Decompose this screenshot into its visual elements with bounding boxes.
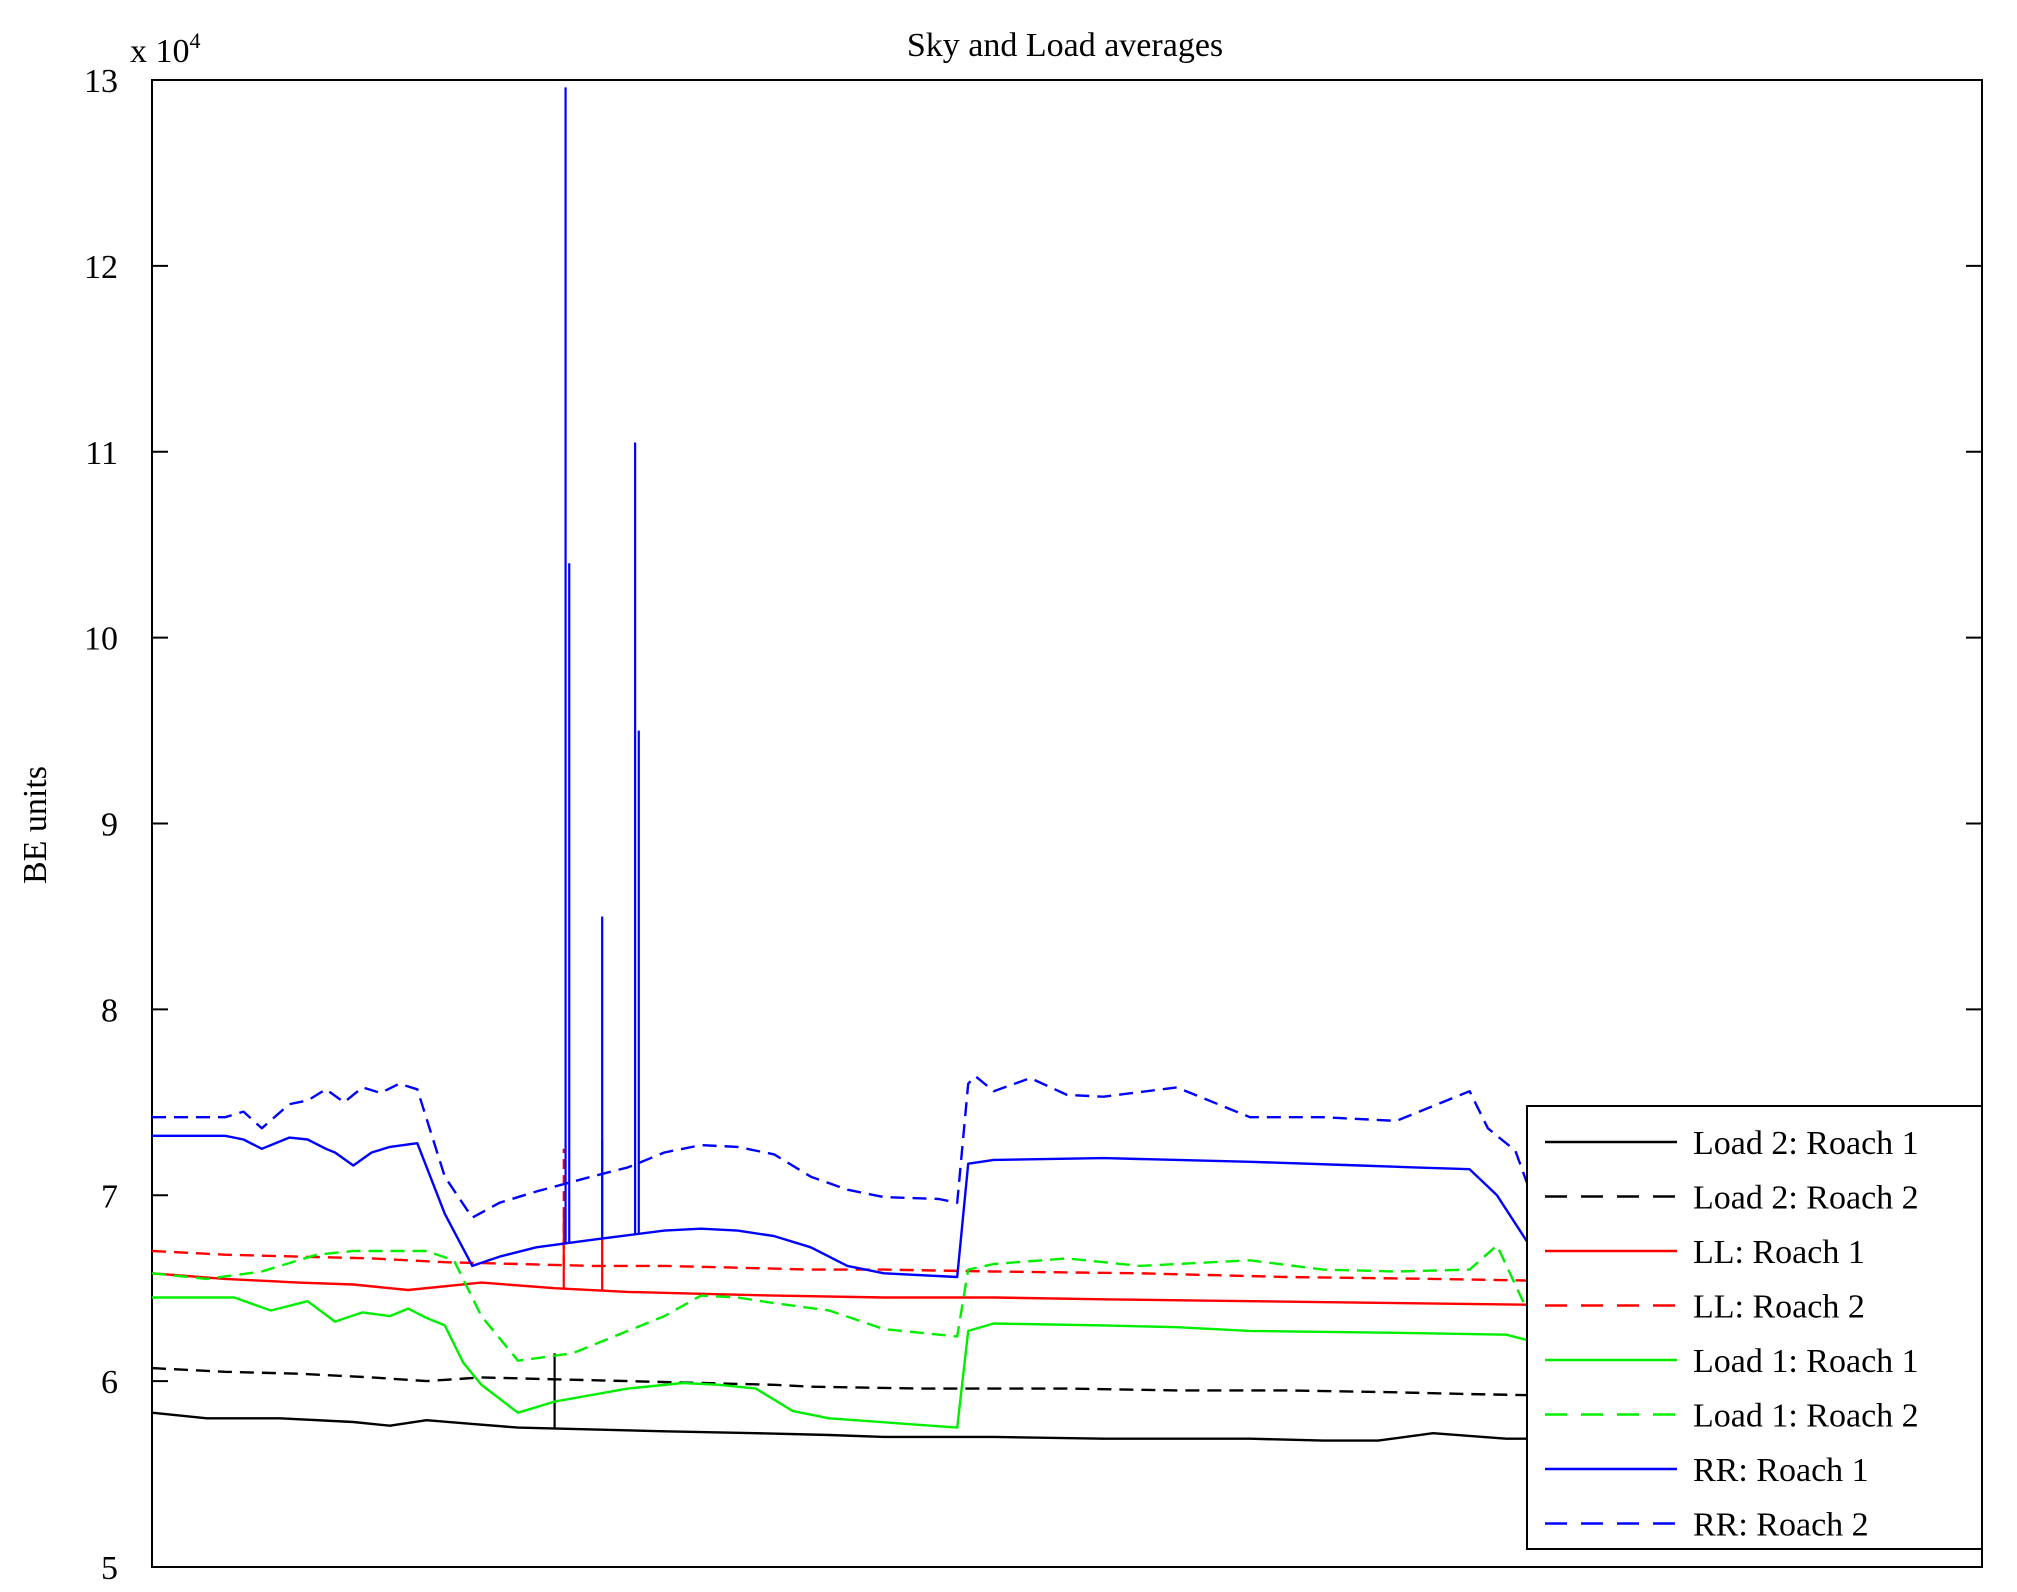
legend-label: Load 2: Roach 1 xyxy=(1693,1125,1919,1162)
y-exponent-power: 4 xyxy=(190,28,201,53)
legend-label: LL: Roach 2 xyxy=(1693,1289,1865,1326)
y-axis: 5 6 7 8 9 10 11 12 13 xyxy=(84,63,1982,1587)
series-line xyxy=(152,1075,1982,1294)
chart-title: Sky and Load averages xyxy=(907,27,1223,64)
y-tick-label: 10 xyxy=(84,621,118,658)
legend-box xyxy=(1526,1105,1983,1550)
legend-label: RR: Roach 1 xyxy=(1693,1452,1869,1489)
y-exponent: x 104 xyxy=(130,28,201,70)
legend-label: RR: Roach 2 xyxy=(1693,1507,1869,1544)
legend-label: Load 1: Roach 1 xyxy=(1693,1343,1919,1380)
y-tick-label: 5 xyxy=(101,1550,118,1587)
y-tick-label: 11 xyxy=(85,435,118,472)
legend-label: Load 2: Roach 2 xyxy=(1693,1180,1919,1217)
y-tick-label: 9 xyxy=(101,807,118,844)
series-0 xyxy=(152,1353,1982,1452)
legend-label: LL: Roach 1 xyxy=(1693,1234,1865,1271)
y-tick-label: 13 xyxy=(84,63,118,100)
y-tick-label: 8 xyxy=(101,992,118,1029)
y-tick-label: 7 xyxy=(101,1178,118,1215)
legend-label: Load 1: Roach 2 xyxy=(1693,1398,1919,1435)
legend: Load 2: Roach 1 Load 2: Roach 2 LL: Roach … xyxy=(1526,1105,1983,1550)
y-tick-label: 12 xyxy=(84,249,118,286)
series-line xyxy=(152,1411,1982,1452)
y-tick-label: 6 xyxy=(101,1364,118,1401)
y-exponent-base: x 10 xyxy=(130,33,190,70)
y-axis-label: BE units xyxy=(17,766,54,884)
series-7 xyxy=(152,1075,1982,1294)
